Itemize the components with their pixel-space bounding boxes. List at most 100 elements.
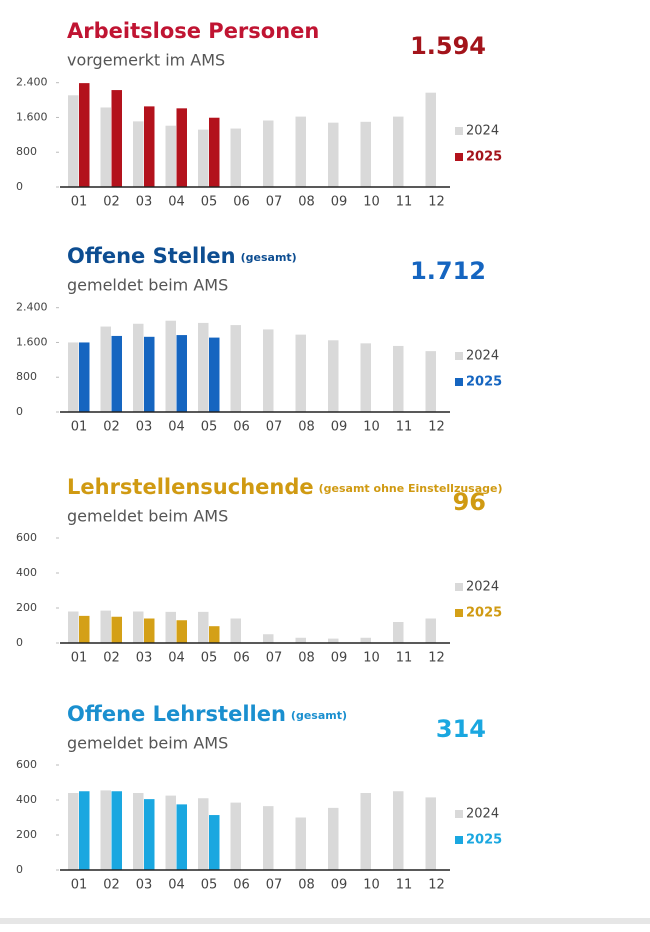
- x-tick-label: 07: [266, 420, 283, 435]
- bar: [328, 807, 339, 870]
- x-tick-label: 11: [396, 651, 413, 666]
- subtitle: vorgemerkt im AMS: [67, 51, 225, 70]
- bar: [144, 618, 155, 643]
- bar: [393, 345, 404, 412]
- bar: [165, 795, 176, 870]
- bar: [230, 618, 241, 643]
- x-tick-label: 06: [233, 195, 250, 210]
- bar: [328, 340, 339, 412]
- y-tick-label: 400: [16, 793, 37, 806]
- x-tick-label: 01: [71, 420, 88, 435]
- bar: [165, 125, 176, 187]
- bar: [198, 129, 209, 187]
- y-tick-label: 0: [16, 405, 23, 418]
- y-tick-label: 600: [16, 758, 37, 771]
- x-tick-label: 01: [71, 878, 88, 893]
- bar: [393, 791, 404, 870]
- bar: [425, 92, 436, 187]
- y-tick-label: 200: [16, 828, 37, 841]
- x-tick-label: 06: [233, 651, 250, 666]
- bar: [176, 335, 187, 412]
- x-tick-label: 02: [103, 651, 120, 666]
- bar: [176, 804, 187, 870]
- bar: [198, 798, 209, 870]
- legend-swatch: [455, 836, 463, 844]
- subtitle: gemeldet beim AMS: [67, 507, 228, 526]
- x-tick-label: 03: [136, 195, 153, 210]
- bar: [360, 637, 371, 643]
- bar: [79, 83, 90, 187]
- x-tick-label: 08: [298, 195, 315, 210]
- y-tick-label: 800: [16, 145, 37, 158]
- x-tick-label: 10: [363, 651, 380, 666]
- bar: [111, 335, 122, 412]
- x-tick-label: 04: [168, 878, 185, 893]
- bar: [295, 817, 306, 870]
- title-note: (gesamt): [291, 709, 347, 722]
- bar: [198, 322, 209, 412]
- y-tick-label: 800: [16, 370, 37, 383]
- x-tick-label: 04: [168, 420, 185, 435]
- bar: [176, 108, 187, 187]
- x-tick-label: 11: [396, 878, 413, 893]
- x-tick-label: 12: [428, 878, 445, 893]
- x-tick-label: 06: [233, 420, 250, 435]
- x-tick-label: 09: [331, 878, 348, 893]
- bar: [79, 342, 90, 412]
- bar: [425, 618, 436, 643]
- headline-number: 1.712: [410, 257, 486, 285]
- legend-label: 2025: [466, 150, 502, 165]
- x-tick-label: 01: [71, 651, 88, 666]
- x-tick-label: 05: [201, 420, 218, 435]
- bar: [263, 634, 274, 643]
- bar: [133, 611, 144, 643]
- x-tick-label: 03: [136, 878, 153, 893]
- bar: [100, 610, 111, 643]
- x-tick-label: 12: [428, 195, 445, 210]
- headline-number: 96: [453, 488, 486, 516]
- bar: [111, 90, 122, 187]
- x-tick-label: 04: [168, 651, 185, 666]
- bar: [230, 325, 241, 412]
- title-note: (gesamt): [241, 251, 297, 264]
- bar: [393, 622, 404, 643]
- x-tick-label: 12: [428, 420, 445, 435]
- legend-label: 2025: [466, 375, 502, 390]
- bar: [176, 620, 187, 643]
- y-tick-label: 1.600: [16, 335, 48, 348]
- x-tick-label: 03: [136, 420, 153, 435]
- bar: [360, 343, 371, 412]
- bar: [111, 791, 122, 870]
- x-tick-label: 05: [201, 651, 218, 666]
- legend-swatch: [455, 810, 463, 818]
- bar: [144, 336, 155, 412]
- x-tick-label: 07: [266, 651, 283, 666]
- bar: [209, 337, 220, 412]
- bottom-border: [0, 918, 650, 924]
- headline-number: 1.594: [410, 32, 486, 60]
- bar: [230, 128, 241, 187]
- x-tick-label: 04: [168, 195, 185, 210]
- x-tick-label: 07: [266, 878, 283, 893]
- legend-swatch: [455, 378, 463, 386]
- bar: [209, 815, 220, 870]
- bar: [263, 120, 274, 187]
- x-tick-label: 06: [233, 878, 250, 893]
- bar: [425, 797, 436, 870]
- bar: [165, 611, 176, 643]
- x-tick-label: 02: [103, 420, 120, 435]
- bar: [144, 106, 155, 187]
- legend-swatch: [455, 153, 463, 161]
- bar: [133, 121, 144, 187]
- legend-swatch: [455, 127, 463, 135]
- bar: [425, 351, 436, 412]
- y-tick-label: 0: [16, 863, 23, 876]
- x-tick-label: 05: [201, 195, 218, 210]
- legend-swatch: [455, 352, 463, 360]
- bar: [295, 334, 306, 412]
- x-tick-label: 12: [428, 651, 445, 666]
- bar: [144, 799, 155, 870]
- bar: [68, 793, 79, 870]
- title-note: (gesamt ohne Einstellzusage): [319, 482, 503, 495]
